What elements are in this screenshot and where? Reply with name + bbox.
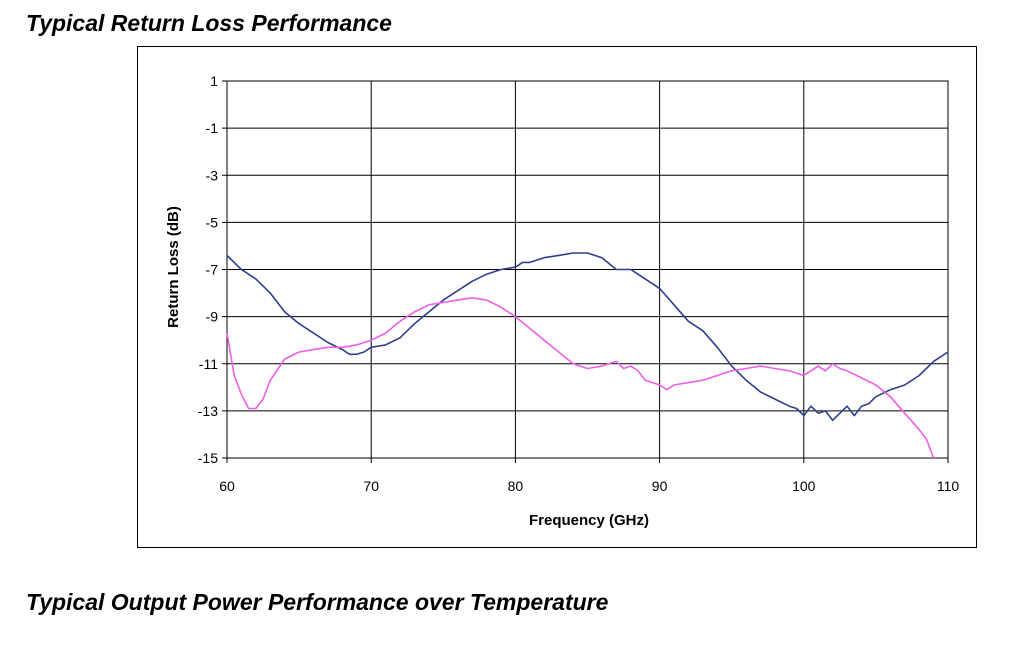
x-tick-label: 60 xyxy=(219,478,235,494)
section-heading-return-loss: Typical Return Loss Performance xyxy=(26,10,392,36)
y-tick-label: -3 xyxy=(206,167,219,183)
y-tick-label: 1 xyxy=(210,73,218,89)
section-heading-output-power: Typical Output Power Performance over Te… xyxy=(26,589,609,615)
y-tick-label: -13 xyxy=(198,403,218,419)
y-tick-label: -11 xyxy=(199,356,218,372)
chart-frame: 1 -1 -3 -5 -7 -9 -11 -13 -15 60 70 80 90 100 110 Freq… xyxy=(137,46,977,548)
y-tick-label: -9 xyxy=(206,309,219,325)
x-tick-labels: 60 70 80 90 100 110 xyxy=(219,478,959,494)
x-tick-label: 90 xyxy=(652,478,668,494)
x-tick-label: 100 xyxy=(792,478,816,494)
x-tick-label: 110 xyxy=(937,478,960,494)
y-tick-labels: 1 -1 -3 -5 -7 -9 -11 -13 -15 xyxy=(198,73,218,466)
plot-area-border xyxy=(226,80,949,459)
y-tick-label: -5 xyxy=(206,214,219,230)
series-lines xyxy=(226,252,949,459)
return-loss-chart: 1 -1 -3 -5 -7 -9 -11 -13 -15 60 70 80 90 100 110 Freq… xyxy=(165,73,959,529)
y-axis-label: Return Loss (dB) xyxy=(165,206,182,328)
x-tick-label: 70 xyxy=(363,478,379,494)
y-tick-label: -15 xyxy=(198,450,218,466)
series-line-1 xyxy=(226,252,949,422)
gridlines xyxy=(222,80,949,463)
x-axis-label: Frequency (GHz) xyxy=(529,512,649,529)
x-tick-label: 80 xyxy=(508,478,524,494)
y-tick-label: -7 xyxy=(206,262,219,278)
y-tick-label: -1 xyxy=(206,120,219,136)
series-line-2 xyxy=(226,297,935,459)
